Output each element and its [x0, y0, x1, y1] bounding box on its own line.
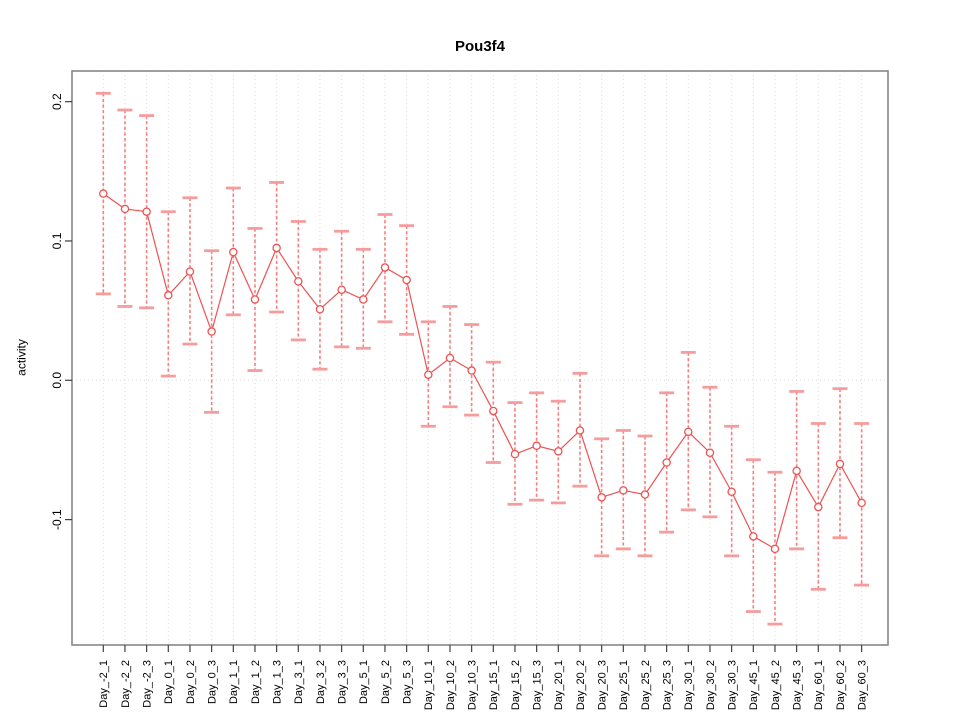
x-tick-label: Day_5_1 [358, 660, 370, 704]
plot-border [71, 70, 889, 646]
x-tick-label: Day_30_2 [705, 660, 717, 710]
x-tick-label: Day_0_3 [206, 660, 218, 704]
data-point [294, 277, 303, 286]
x-tick-label: Day_25_2 [640, 660, 652, 710]
data-point [684, 427, 693, 437]
x-tick-label: Day_3_1 [293, 660, 305, 704]
data-point [185, 267, 195, 276]
x-tick-label: Day_20_2 [575, 660, 587, 710]
data-point [532, 441, 541, 451]
chart-title: Pou3f4 [454, 38, 505, 55]
data-point [99, 189, 108, 198]
series-line [102, 193, 863, 550]
data-point [489, 406, 498, 416]
data-point [662, 458, 671, 467]
data-point [554, 447, 563, 456]
data-point [835, 459, 845, 469]
x-tick-label: Day_-2_3 [141, 660, 153, 708]
x-tick-label: Day_-2_2 [120, 660, 132, 708]
x-tick-label: Day_45_3 [791, 660, 803, 710]
x-tick-label: Day_25_1 [618, 660, 630, 710]
x-tick-label: Day_0_2 [185, 660, 197, 704]
y-tick-label: 0.0 [50, 372, 64, 389]
x-tick-label: Day_1_1 [228, 660, 240, 704]
data-point [727, 487, 736, 496]
y-tick-label: 0.2 [50, 93, 64, 110]
data-point [770, 544, 780, 554]
x-tick-label: Day_3_3 [336, 660, 348, 704]
x-tick-label: Day_10_3 [466, 660, 478, 710]
x-tick-label: Day_15_1 [488, 660, 500, 710]
x-tick-label: Day_3_2 [315, 660, 327, 704]
x-tick-label: Day_5_3 [401, 660, 413, 704]
y-tick-label: -0.1 [50, 509, 64, 530]
data-point [510, 449, 520, 459]
data-point [359, 295, 368, 304]
x-tick-label: Day_60_3 [856, 660, 868, 710]
x-tick-label: Day_1_2 [250, 660, 262, 704]
data-point [857, 498, 866, 508]
data-point [250, 295, 260, 304]
x-tick-label: Day_10_1 [423, 660, 435, 710]
data-point [597, 493, 606, 502]
x-tick-label: Day_-2_1 [98, 660, 110, 708]
data-point [467, 366, 476, 375]
x-tick-label: Day_30_1 [683, 660, 695, 710]
data-point [142, 207, 151, 216]
x-tick-label: Day_15_3 [531, 660, 543, 710]
y-tick-label: 0.1 [50, 232, 64, 249]
data-point [315, 304, 325, 314]
data-point [705, 448, 715, 457]
data-point [814, 502, 823, 512]
x-tick-label: Day_0_1 [163, 660, 175, 704]
data-point [380, 263, 390, 272]
x-tick-label: Day_45_2 [770, 660, 782, 710]
x-tick-label: Day_45_1 [748, 660, 760, 710]
x-tick-label: Day_15_2 [510, 660, 522, 710]
x-tick-label: Day_30_3 [726, 660, 738, 710]
x-tick-label: Day_1_3 [271, 660, 283, 704]
x-tick-label: Day_10_2 [445, 660, 457, 710]
data-point [619, 486, 628, 495]
x-tick-label: Day_20_3 [596, 660, 608, 710]
x-tick-label: Day_25_3 [661, 660, 673, 710]
x-tick-label: Day_60_1 [813, 660, 825, 710]
x-tick-label: Day_60_2 [835, 660, 847, 710]
data-point [207, 327, 216, 336]
data-point [792, 466, 801, 476]
data-point [445, 353, 455, 363]
data-point [402, 275, 411, 285]
data-point [575, 426, 585, 435]
data-point [749, 532, 758, 541]
x-tick-label: Day_20_1 [553, 660, 565, 710]
data-point [164, 291, 173, 300]
data-point [120, 204, 130, 214]
data-point [229, 247, 238, 257]
data-point [337, 285, 346, 294]
data-point [640, 490, 650, 499]
data-point [424, 370, 433, 379]
x-tick-label: Day_5_2 [380, 660, 392, 704]
data-point [272, 243, 281, 253]
